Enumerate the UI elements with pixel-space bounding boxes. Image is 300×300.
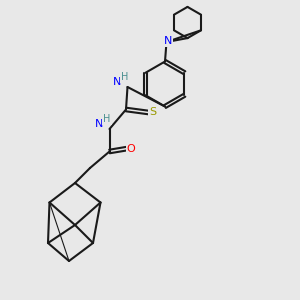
Text: N: N xyxy=(164,35,172,46)
Text: N: N xyxy=(113,77,121,88)
Text: H: H xyxy=(122,72,129,82)
Text: H: H xyxy=(103,114,111,124)
Text: S: S xyxy=(149,107,157,118)
Text: N: N xyxy=(95,119,103,130)
Text: O: O xyxy=(127,143,136,154)
